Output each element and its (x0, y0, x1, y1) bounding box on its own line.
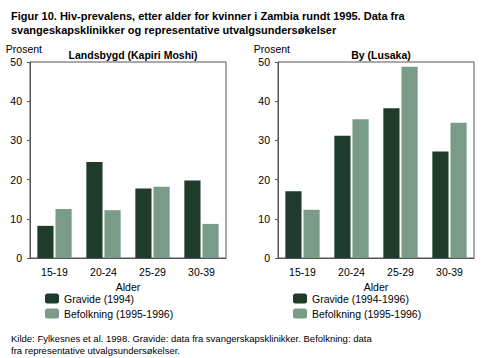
svg-text:30: 30 (10, 134, 22, 146)
svg-text:Gravide (1994): Gravide (1994) (64, 293, 134, 305)
svg-text:0: 0 (16, 252, 22, 264)
svg-text:Landsbygd (Kapiri Moshi): Landsbygd (Kapiri Moshi) (69, 49, 198, 61)
svg-text:Alder: Alder (363, 281, 389, 294)
svg-text:40: 40 (10, 95, 22, 107)
svg-text:30-39: 30-39 (436, 266, 463, 278)
svg-text:25-29: 25-29 (139, 266, 166, 278)
svg-text:20-24: 20-24 (338, 266, 365, 278)
svg-text:30-39: 30-39 (188, 266, 215, 278)
svg-text:Kilde: Fylkesnes et al. 1998.: Kilde: Fylkesnes et al. 1998. Gravide: d… (11, 333, 374, 344)
svg-text:20: 20 (10, 174, 22, 186)
svg-text:Figur 10. Hiv-prevalens, etter: Figur 10. Hiv-prevalens, etter alder for… (11, 10, 408, 22)
svg-text:10: 10 (10, 213, 22, 225)
svg-text:Prosent: Prosent (254, 43, 290, 55)
svg-text:Befolkning (1995-1996): Befolkning (1995-1996) (312, 308, 421, 320)
svg-text:15-19: 15-19 (41, 266, 68, 278)
svg-text:20: 20 (258, 174, 270, 186)
svg-text:50: 50 (10, 56, 22, 68)
svg-text:30: 30 (258, 134, 270, 146)
svg-text:40: 40 (258, 95, 270, 107)
svg-text:Prosent: Prosent (6, 43, 42, 55)
svg-text:50: 50 (258, 56, 270, 68)
svg-text:Befolkning (1995-1996): Befolkning (1995-1996) (64, 308, 173, 320)
svg-text:20-24: 20-24 (90, 266, 117, 278)
svg-text:fra representative utvalgsunde: fra representative utvalgsundersøkelser. (11, 345, 180, 356)
svg-text:15-19: 15-19 (289, 266, 316, 278)
svg-text:0: 0 (264, 252, 270, 264)
svg-text:10: 10 (258, 213, 270, 225)
svg-text:Gravide (1994-1996): Gravide (1994-1996) (312, 293, 409, 305)
svg-text:Alder: Alder (115, 281, 141, 294)
svg-text:svangeskapsklinikker og repres: svangeskapsklinikker og representative u… (11, 24, 337, 36)
svg-text:By (Lusaka): By (Lusaka) (351, 49, 411, 61)
svg-text:25-29: 25-29 (387, 266, 414, 278)
